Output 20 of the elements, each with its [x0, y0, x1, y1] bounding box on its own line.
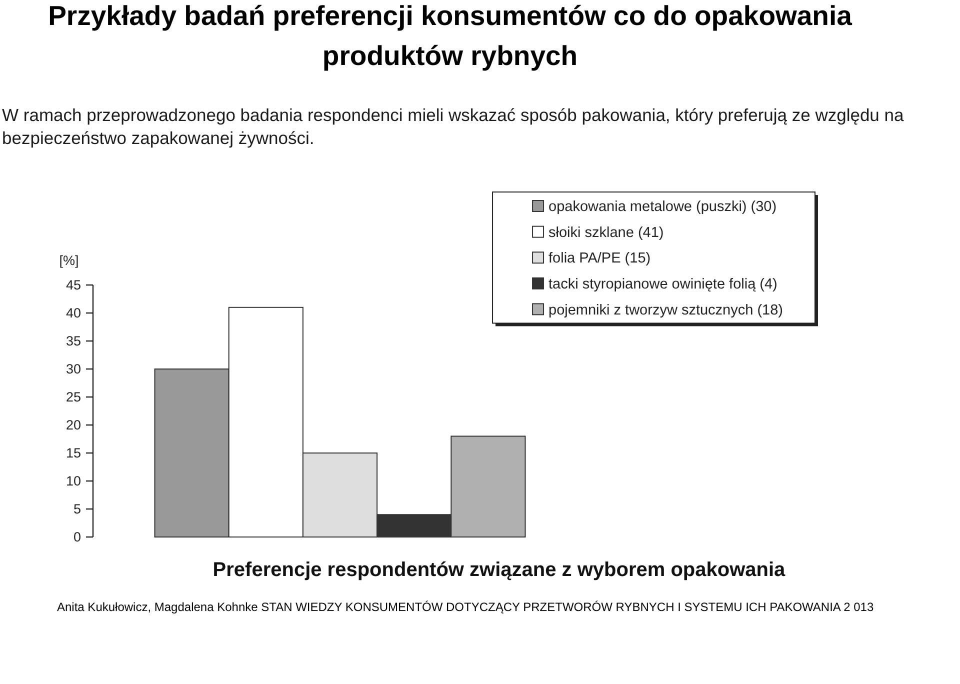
y-tick-label: 20: [66, 418, 81, 433]
legend-label: słoiki szklane (41): [548, 224, 664, 241]
y-tick-label: 25: [66, 390, 81, 405]
text: Anita Kukułowicz, Magdalena Kohnke STAN WIEDZY KONSUMENTÓW DOTYCZĄCY PRZETWORÓW RYBNYCH I SYSTEMU ICH PAKOWANIA 2 013: [57, 600, 874, 614]
y-tick-label: 45: [66, 278, 81, 293]
legend-label: pojemniki z tworzyw sztucznych (18): [548, 302, 784, 318]
y-tick-label: 5: [73, 502, 81, 517]
y-tick-label: 10: [66, 474, 81, 489]
legend-label: folia PA/PE (15): [548, 250, 651, 267]
chart-subtitle: W ramach przeprowadzonego badania respondenci mieli wskazać sposób pakowania, który preferują ze względu na bezpieczeństwo zapakowanej żywności.: [2, 105, 904, 148]
y-tick-label: 30: [66, 362, 81, 377]
y-tick-label: 40: [66, 306, 81, 321]
legend-label: opakowania metalowe (puszki) (30): [548, 199, 777, 216]
y-tick-label: 0: [73, 530, 81, 545]
x-axis-title: Preferencje respondentów związane z wyborem opakowania: [212, 559, 786, 581]
y-axis-title: [%]: [59, 253, 79, 268]
y-tick-label: 35: [66, 334, 81, 349]
chart-title: Przykłady badań preferencji konsumentów co do opakowania produktów rybnych: [48, 0, 853, 71]
y-tick-label: 15: [66, 446, 81, 461]
legend-label: tacki styropianowe owinięte folią (4): [548, 276, 778, 292]
